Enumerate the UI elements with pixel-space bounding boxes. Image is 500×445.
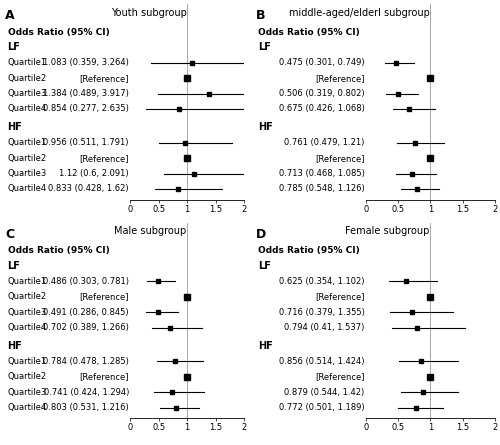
Text: 0.803 (0.531, 1.216): 0.803 (0.531, 1.216)	[43, 403, 129, 412]
Text: Quartile2: Quartile2	[8, 154, 46, 163]
Text: Quartile4: Quartile4	[8, 403, 46, 412]
Text: Quartile1: Quartile1	[8, 357, 46, 366]
Text: [Reference]: [Reference]	[315, 292, 364, 301]
Text: 0.785 (0.548, 1.126): 0.785 (0.548, 1.126)	[279, 184, 364, 194]
Text: [Reference]: [Reference]	[315, 154, 364, 163]
Text: Quartile3: Quartile3	[8, 388, 47, 396]
Text: 0.854 (0.277, 2.635): 0.854 (0.277, 2.635)	[43, 105, 129, 113]
Text: Odds Ratio (95% CI): Odds Ratio (95% CI)	[8, 246, 110, 255]
Text: Quartile4: Quartile4	[8, 184, 46, 194]
Text: 0.702 (0.389, 1.266): 0.702 (0.389, 1.266)	[43, 323, 129, 332]
Text: Quartile1: Quartile1	[8, 58, 46, 67]
Text: Quartile2: Quartile2	[8, 372, 46, 381]
Text: middle-aged/elderl subgroup: middle-aged/elderl subgroup	[289, 8, 430, 17]
Text: 0.506 (0.319, 0.802): 0.506 (0.319, 0.802)	[279, 89, 364, 98]
Text: [Reference]: [Reference]	[315, 372, 364, 381]
Text: Quartile1: Quartile1	[8, 138, 46, 147]
Text: Quartile3: Quartile3	[8, 169, 47, 178]
Text: 0.879 (0.544, 1.42): 0.879 (0.544, 1.42)	[284, 388, 364, 396]
Text: Odds Ratio (95% CI): Odds Ratio (95% CI)	[8, 28, 110, 36]
Text: Quartile1: Quartile1	[8, 277, 46, 286]
Text: Youth subgroup: Youth subgroup	[110, 8, 186, 17]
Text: 0.833 (0.428, 1.62): 0.833 (0.428, 1.62)	[48, 184, 129, 194]
Text: 0.761 (0.479, 1.21): 0.761 (0.479, 1.21)	[284, 138, 364, 147]
Text: Quartile2: Quartile2	[8, 292, 46, 301]
Text: 0.486 (0.303, 0.781): 0.486 (0.303, 0.781)	[43, 277, 129, 286]
Text: Quartile4: Quartile4	[8, 105, 46, 113]
Text: [Reference]: [Reference]	[315, 74, 364, 83]
Text: 0.713 (0.468, 1.085): 0.713 (0.468, 1.085)	[279, 169, 364, 178]
Text: Quartile3: Quartile3	[8, 89, 47, 98]
Text: 1.12 (0.6, 2.091): 1.12 (0.6, 2.091)	[60, 169, 129, 178]
Text: LF: LF	[258, 42, 271, 53]
Text: LF: LF	[8, 42, 20, 53]
Text: [Reference]: [Reference]	[80, 372, 129, 381]
Text: [Reference]: [Reference]	[80, 74, 129, 83]
Text: 0.741 (0.424, 1.294): 0.741 (0.424, 1.294)	[44, 388, 129, 396]
Text: [Reference]: [Reference]	[80, 154, 129, 163]
Text: 0.716 (0.379, 1.355): 0.716 (0.379, 1.355)	[279, 308, 364, 317]
Text: 0.772 (0.501, 1.189): 0.772 (0.501, 1.189)	[279, 403, 364, 412]
Text: Quartile4: Quartile4	[8, 323, 46, 332]
Text: 0.856 (0.514, 1.424): 0.856 (0.514, 1.424)	[279, 357, 364, 366]
Text: 0.491 (0.286, 0.845): 0.491 (0.286, 0.845)	[44, 308, 129, 317]
Text: 0.475 (0.301, 0.749): 0.475 (0.301, 0.749)	[279, 58, 364, 67]
Text: Quartile3: Quartile3	[8, 308, 47, 317]
Text: Female subgroup: Female subgroup	[346, 226, 430, 236]
Text: A: A	[5, 9, 15, 22]
Text: 0.625 (0.354, 1.102): 0.625 (0.354, 1.102)	[279, 277, 364, 286]
Text: [Reference]: [Reference]	[80, 292, 129, 301]
Text: C: C	[5, 228, 14, 241]
Text: 0.784 (0.478, 1.285): 0.784 (0.478, 1.285)	[43, 357, 129, 366]
Text: HF: HF	[258, 122, 273, 133]
Text: 0.675 (0.426, 1.068): 0.675 (0.426, 1.068)	[279, 105, 364, 113]
Text: D: D	[256, 228, 266, 241]
Text: B: B	[256, 9, 266, 22]
Text: Quartile2: Quartile2	[8, 74, 46, 83]
Text: 0.794 (0.41, 1.537): 0.794 (0.41, 1.537)	[284, 323, 364, 332]
Text: HF: HF	[8, 341, 22, 351]
Text: Male subgroup: Male subgroup	[114, 226, 186, 236]
Text: Odds Ratio (95% CI): Odds Ratio (95% CI)	[258, 246, 360, 255]
Text: 0.956 (0.511, 1.791): 0.956 (0.511, 1.791)	[44, 138, 129, 147]
Text: LF: LF	[8, 261, 20, 271]
Text: LF: LF	[258, 261, 271, 271]
Text: HF: HF	[8, 122, 22, 133]
Text: Odds Ratio (95% CI): Odds Ratio (95% CI)	[258, 28, 360, 36]
Text: HF: HF	[258, 341, 273, 351]
Text: 1.083 (0.359, 3.264): 1.083 (0.359, 3.264)	[43, 58, 129, 67]
Text: 1.384 (0.489, 3.917): 1.384 (0.489, 3.917)	[43, 89, 129, 98]
